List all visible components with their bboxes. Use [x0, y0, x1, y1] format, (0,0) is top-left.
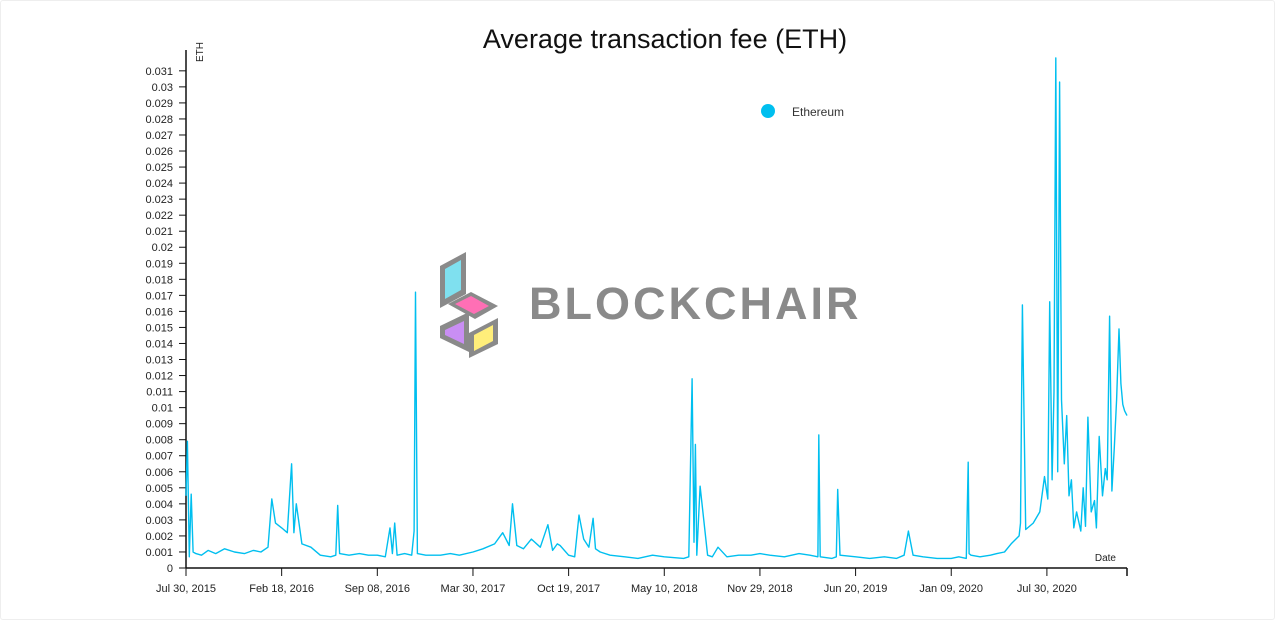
x-tick-label: May 10, 2018: [631, 583, 698, 595]
x-tick-label: Jan 09, 2020: [919, 583, 983, 595]
y-tick-label: 0.015: [145, 322, 173, 334]
y-tick-label: 0.026: [145, 146, 173, 158]
x-tick-label: Jul 30, 2020: [1017, 583, 1077, 595]
y-tick-label: 0.004: [145, 499, 173, 511]
y-tick-label: 0.02: [152, 242, 173, 254]
y-tick-label: 0.025: [145, 162, 173, 174]
y-tick-label: 0.024: [145, 178, 173, 190]
blockchair-logo: [440, 252, 498, 358]
y-tick-label: 0.017: [145, 290, 173, 302]
y-tick-label: 0.018: [145, 274, 173, 286]
series-line-ethereum: [185, 57, 1128, 560]
y-tick-label: 0.03: [152, 82, 173, 94]
y-tick-label: 0.009: [145, 419, 173, 431]
legend-swatch-ethereum: [761, 104, 775, 118]
y-tick-label: 0.029: [145, 98, 173, 110]
y-tick-label: 0.002: [145, 531, 173, 543]
y-tick-label: 0.003: [145, 515, 173, 527]
y-tick-label: 0.008: [145, 435, 173, 447]
y-tick-label: 0.012: [145, 371, 173, 383]
y-tick-label: 0.027: [145, 130, 173, 142]
y-tick-label: 0.016: [145, 306, 173, 318]
y-tick-label: 0.007: [145, 451, 173, 463]
y-tick-label: 0.028: [145, 114, 173, 126]
y-tick-label: 0.021: [145, 226, 173, 238]
x-tick-label: Mar 30, 2017: [441, 583, 506, 595]
x-tick-label: Jun 20, 2019: [824, 583, 888, 595]
y-tick-label: 0.031: [145, 66, 173, 78]
x-tick-label: Sep 08, 2016: [345, 583, 410, 595]
y-tick-label: 0.014: [145, 338, 173, 350]
x-tick-label: Jul 30, 2015: [156, 583, 216, 595]
y-tick-label: 0.005: [145, 483, 173, 495]
y-tick-label: 0.019: [145, 258, 173, 270]
y-tick-label: 0.001: [145, 547, 173, 559]
y-axis-title: ETH: [195, 42, 206, 62]
legend[interactable]: Ethereum: [761, 104, 844, 119]
x-tick-label: Oct 19, 2017: [537, 583, 600, 595]
x-axis-title: Date: [1095, 553, 1117, 564]
y-tick-label: 0.011: [146, 387, 173, 399]
blockchair-wordmark: BLOCKCHAIR: [529, 278, 861, 329]
legend-label-ethereum: Ethereum: [792, 105, 844, 119]
x-tick-label: Nov 29, 2018: [727, 583, 792, 595]
series-layer: [185, 57, 1128, 560]
y-tick-label: 0.01: [152, 403, 173, 415]
chart-title: Average transaction fee (ETH): [483, 24, 847, 54]
y-tick-label: 0: [167, 563, 173, 575]
y-tick-label: 0.013: [145, 355, 173, 367]
y-tick-label: 0.006: [145, 467, 173, 479]
x-tick-label: Feb 18, 2016: [249, 583, 314, 595]
y-tick-label: 0.023: [145, 194, 173, 206]
y-tick-label: 0.022: [145, 210, 173, 222]
chart-axes: 0 0.001 0.002 0.003 0.004 0.005 0.006 0.007 0.00…: [145, 42, 1128, 595]
